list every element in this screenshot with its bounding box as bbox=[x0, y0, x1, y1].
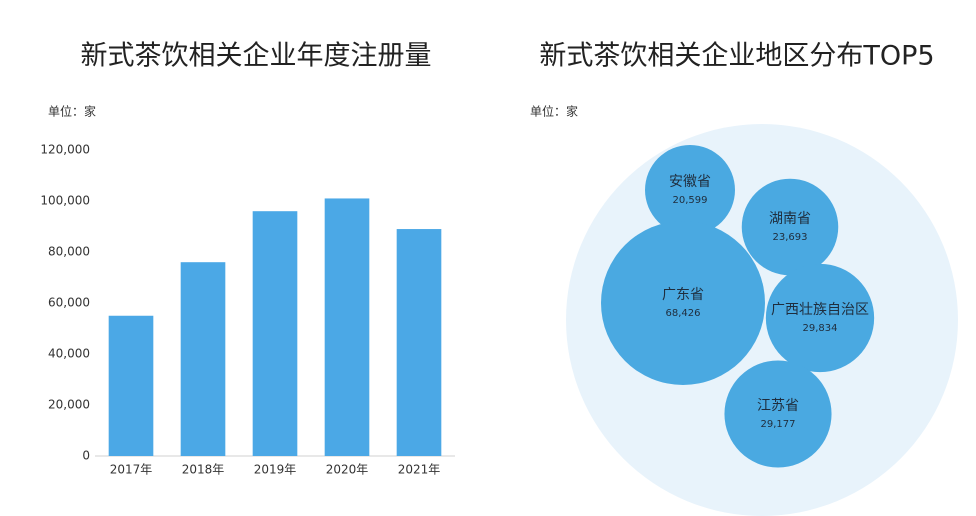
bar bbox=[252, 211, 298, 456]
bubble-value-label: 29,834 bbox=[803, 323, 838, 334]
chart-title: 新式茶饮相关企业年度注册量 bbox=[81, 41, 432, 72]
bubble-label: 广东省 bbox=[662, 287, 704, 303]
x-tick-label: 2017年 bbox=[110, 463, 153, 477]
unit-label: 单位：家 bbox=[48, 104, 96, 119]
x-tick-label: 2020年 bbox=[326, 463, 369, 477]
y-tick-label: 20,000 bbox=[48, 398, 90, 412]
bar bbox=[396, 229, 442, 456]
bubble-label: 广西壮族自治区 bbox=[771, 302, 869, 318]
bubble-value-label: 68,426 bbox=[666, 308, 701, 319]
x-tick-label: 2019年 bbox=[254, 463, 297, 477]
bubble-value-label: 20,599 bbox=[673, 195, 708, 206]
bubble-label: 湖南省 bbox=[769, 211, 811, 227]
bubble bbox=[765, 263, 875, 373]
bubble bbox=[724, 360, 832, 468]
y-tick-label: 80,000 bbox=[48, 245, 90, 259]
unit-label: 单位：家 bbox=[530, 104, 578, 119]
bar bbox=[180, 262, 226, 456]
bubble-label: 江苏省 bbox=[757, 398, 799, 414]
chart-title: 新式茶饮相关企业地区分布TOP5 bbox=[539, 41, 934, 72]
y-tick-label: 60,000 bbox=[48, 296, 90, 310]
x-tick-label: 2021年 bbox=[398, 463, 441, 477]
y-tick-label: 40,000 bbox=[48, 347, 90, 361]
bubble-label: 安徽省 bbox=[669, 174, 711, 190]
x-tick-label: 2018年 bbox=[182, 463, 225, 477]
bar bbox=[108, 315, 154, 456]
bubble bbox=[645, 145, 735, 235]
y-tick-label: 120,000 bbox=[40, 143, 90, 157]
bubble bbox=[741, 178, 839, 276]
bubble-value-label: 23,693 bbox=[773, 232, 808, 243]
y-tick-label: 100,000 bbox=[40, 194, 90, 208]
bubble bbox=[601, 221, 765, 385]
bar bbox=[324, 198, 370, 456]
y-tick-label: 0 bbox=[82, 449, 90, 463]
bubble-value-label: 29,177 bbox=[761, 419, 796, 430]
